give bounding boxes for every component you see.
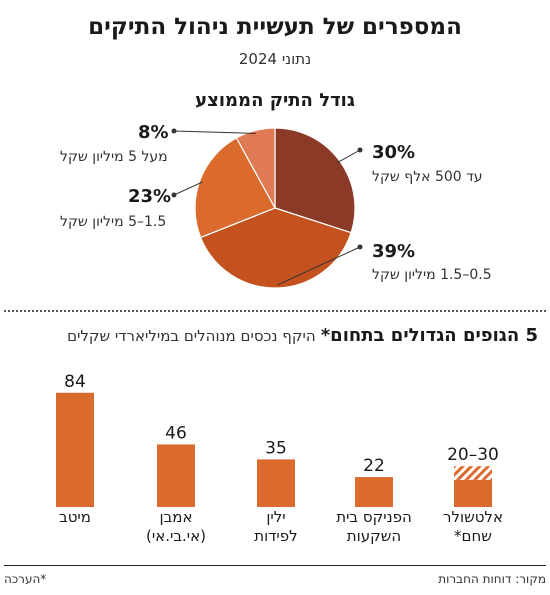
footnote: *הערכה (4, 572, 47, 586)
bar (454, 479, 492, 507)
section-divider (4, 310, 546, 312)
bar-category-label: ילין לפידות (254, 508, 298, 545)
pie-pct-label: 23% (128, 186, 172, 207)
pie-chart (171, 127, 363, 289)
pie-pct-label: 30% (372, 142, 416, 163)
pie-leader-dot (357, 244, 363, 250)
bar-range-estimate (454, 466, 492, 480)
page-title: המספרים של תעשיית ניהול התיקים (88, 14, 462, 40)
pie-slice (194, 137, 276, 239)
source-note: מקור: דוחות החברות (438, 572, 546, 586)
pie-leader-line (277, 246, 361, 286)
bar (56, 392, 94, 507)
pie-chart-title: גודל התיק הממוצע (195, 90, 355, 111)
bar-value-label: 46 (165, 423, 187, 443)
pie-leader-dot (357, 147, 363, 153)
bar-value-label: 22 (363, 456, 385, 476)
pie-slice-label: 0.5–1.5 מיליון שקל (372, 267, 492, 283)
bar-category-label: מיטב (59, 508, 91, 526)
pie-slice-label: עד 500 אלף שקל (372, 169, 483, 185)
pie-leader-line (173, 130, 256, 134)
bar-category-label: אמבן (אי.בי.אי) (145, 508, 207, 545)
pie-pct-label: 8% (138, 122, 169, 143)
bar-chart-title: 5 הגופים הגדולים בתחום* (320, 325, 538, 346)
bar (257, 459, 295, 507)
footer-divider (4, 565, 546, 566)
pie-leader-line (337, 149, 361, 164)
pie-leader-dot (171, 128, 177, 134)
bar-value-label: 20–30 (447, 445, 499, 465)
pie-slice-label: 1.5–5 מיליון שקל (60, 214, 167, 230)
bar-chart-subtitle: היקף נכסים מנוהלים במיליארדי שקלים (67, 327, 316, 345)
bar (157, 444, 195, 507)
pie-leader-line (173, 181, 203, 196)
bar-value-label: 84 (64, 372, 86, 392)
pie-leader-dot (171, 192, 177, 198)
page-subtitle: נתוני 2024 (238, 50, 312, 68)
bar (355, 477, 393, 507)
bar-value-label: 35 (265, 438, 287, 458)
bar-category-label: הפניקס בית השקעות (336, 508, 412, 545)
bar-chart: 84 46 35 22 20–30 (56, 372, 499, 507)
pie-slice (235, 127, 276, 209)
pie-pct-label: 39% (372, 241, 416, 262)
bar-category-label: אלטשולר שחם* (443, 508, 503, 545)
pie-slice-label: מעל 5 מיליון שקל (60, 149, 168, 165)
bar-chart-header: 5 הגופים הגדולים בתחום* היקף נכסים מנוהל… (8, 325, 538, 346)
